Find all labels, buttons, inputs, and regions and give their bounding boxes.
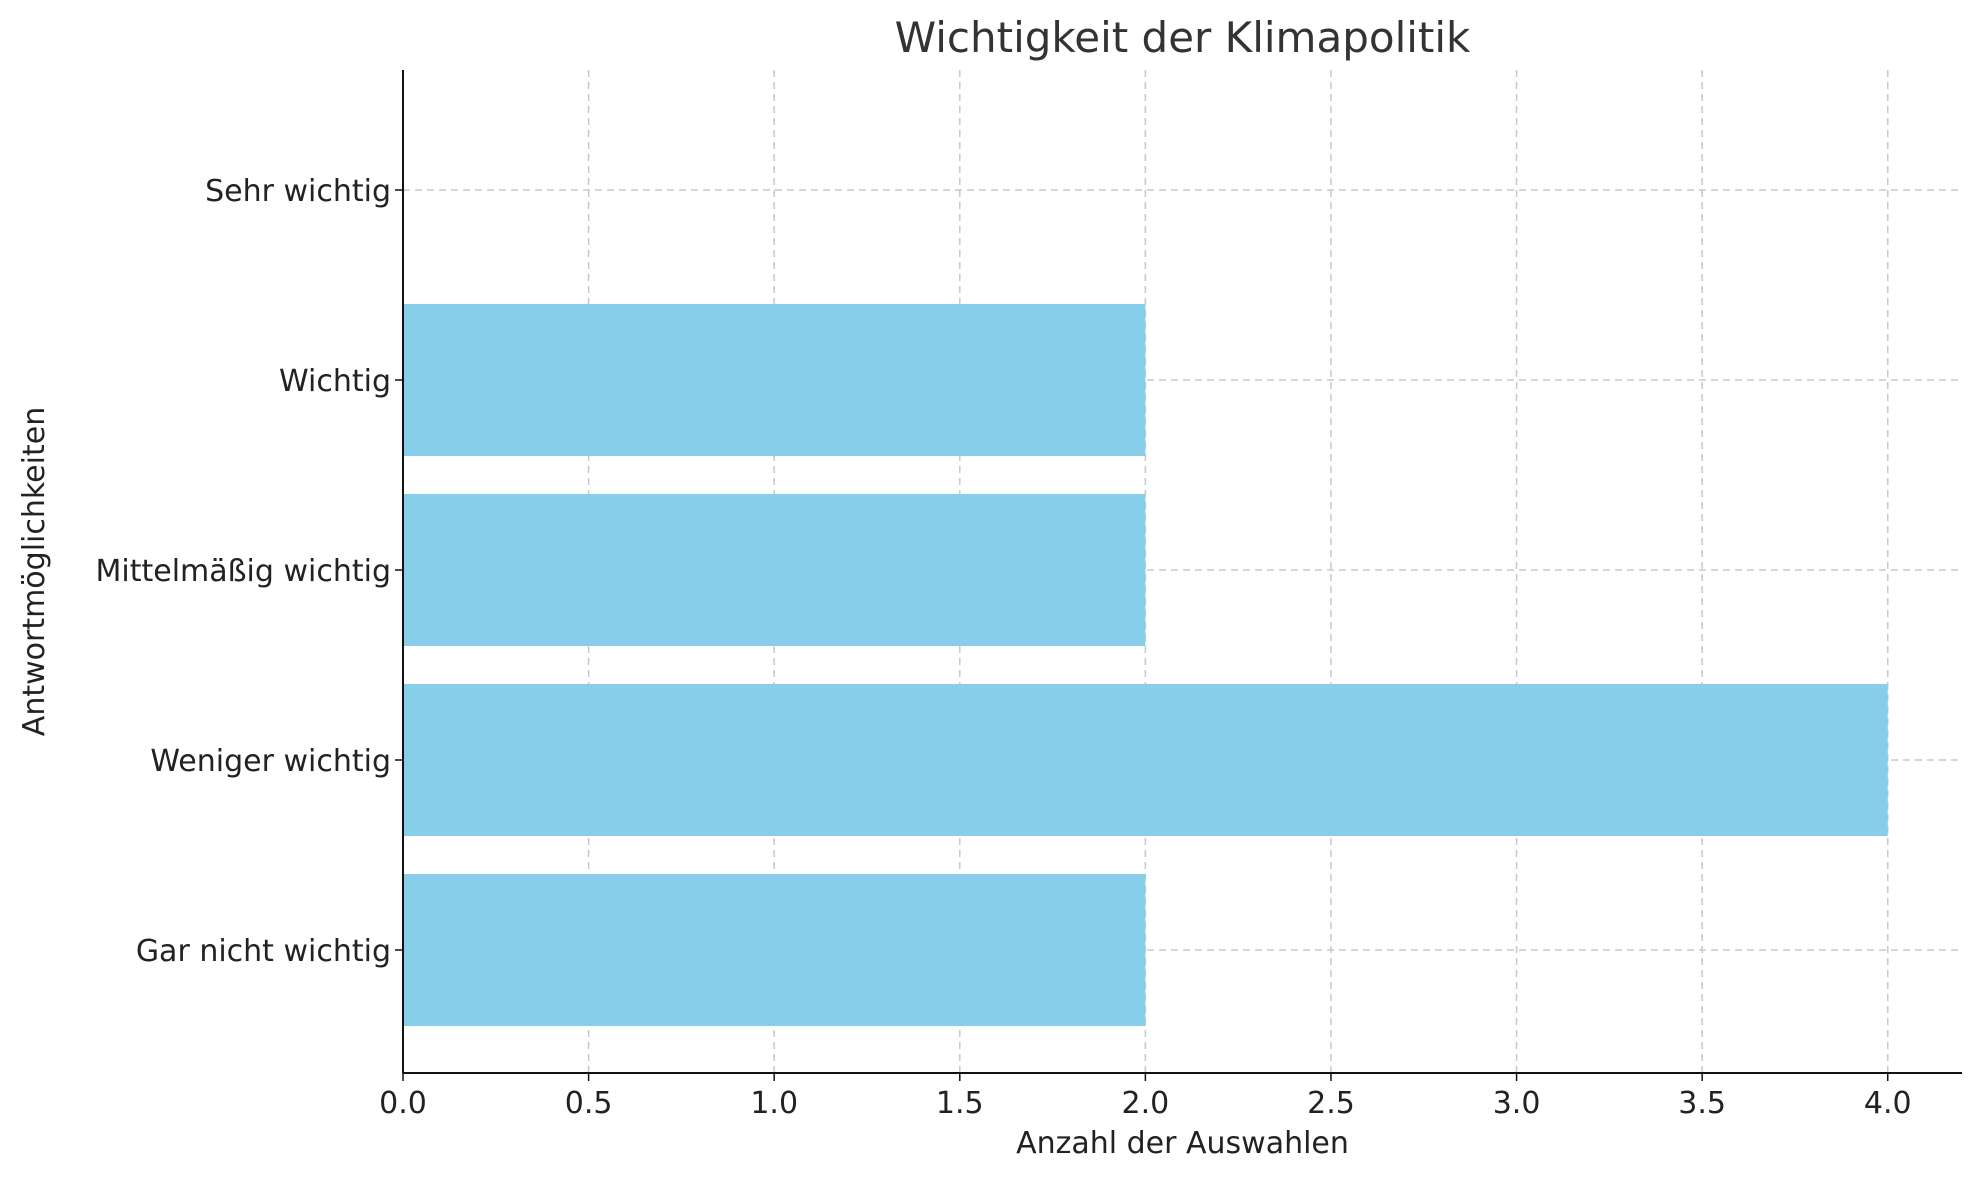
bar: [403, 494, 1146, 646]
bar: [403, 874, 1146, 1026]
bars-layer: [403, 304, 1888, 1026]
x-tick-label: 3.5: [1678, 1086, 1726, 1121]
y-tick-label: Sehr wichtig: [205, 174, 391, 209]
x-tick-label: 0.0: [379, 1086, 427, 1121]
x-tick-label: 4.0: [1864, 1086, 1912, 1121]
ticks-layer: 0.0 0.5 1.0 1.5 2.0 2.5 3.0 3.5 4.0 Gar nicht wic…: [96, 174, 1912, 1121]
x-tick-label: 3.0: [1493, 1086, 1541, 1121]
x-tick-label: 1.5: [936, 1086, 984, 1121]
y-axis-title: Antwortmöglichkeiten: [17, 407, 52, 736]
y-tick-label: Wichtig: [279, 364, 391, 399]
x-tick-label: 1.0: [750, 1086, 798, 1121]
chart-title: Wichtigkeit der Klimapolitik: [895, 13, 1471, 62]
x-tick-label: 2.0: [1122, 1086, 1170, 1121]
bar: [403, 684, 1888, 836]
x-tick-label: 2.5: [1307, 1086, 1355, 1121]
y-tick-label: Gar nicht wichtig: [136, 934, 391, 969]
bar: [403, 304, 1146, 456]
x-tick-label: 0.5: [565, 1086, 613, 1121]
y-tick-label: Mittelmäßig wichtig: [96, 554, 391, 589]
x-axis-title: Anzahl der Auswahlen: [1016, 1126, 1349, 1161]
y-tick-label: Weniger wichtig: [150, 744, 391, 779]
